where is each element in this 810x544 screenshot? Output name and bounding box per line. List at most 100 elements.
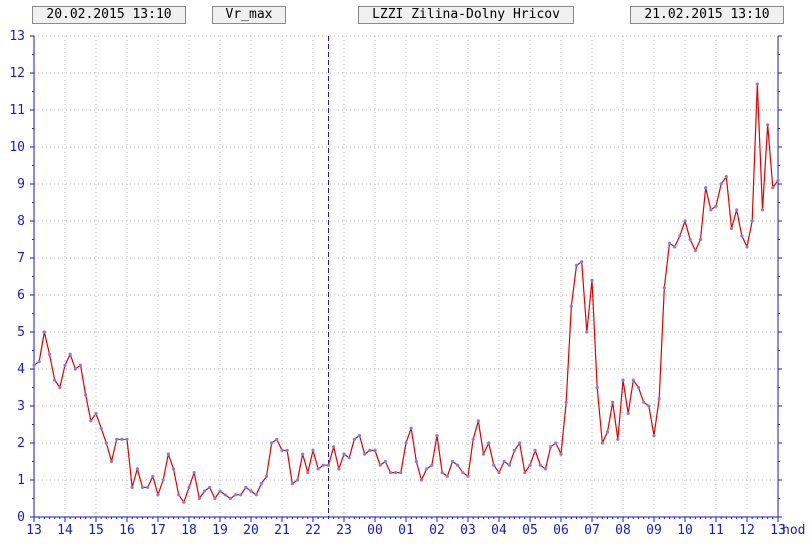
- data-point: [357, 434, 362, 438]
- data-point: [264, 474, 269, 478]
- data-point: [342, 452, 346, 456]
- data-point: [755, 82, 759, 86]
- data-point: [32, 363, 36, 367]
- data-point: [735, 208, 739, 212]
- x-tick-label: 20: [243, 523, 259, 538]
- data-point: [47, 352, 52, 356]
- data-point: [502, 459, 506, 464]
- variable-label: Vr_max: [212, 6, 286, 24]
- data-point: [430, 463, 434, 467]
- x-tick-label: 19: [212, 523, 228, 538]
- data-point: [678, 234, 682, 238]
- data-point: [177, 493, 181, 497]
- data-point: [667, 241, 672, 245]
- data-point: [316, 467, 320, 471]
- station-label: LZZI Zilina-Dolny Hricov: [358, 6, 574, 24]
- data-point: [719, 182, 723, 186]
- end-time-label: 21.02.2015 13:10: [630, 6, 784, 24]
- data-point: [414, 459, 418, 464]
- data-point: [213, 496, 217, 501]
- x-tick-label: 09: [646, 523, 662, 538]
- data-point: [626, 411, 630, 415]
- data-point: [166, 452, 170, 456]
- data-point: [724, 175, 728, 179]
- data-point: [135, 467, 139, 471]
- data-point: [585, 330, 589, 334]
- x-tick-label: 21: [274, 523, 290, 538]
- x-tick-label: 13: [770, 523, 786, 538]
- data-point: [435, 434, 439, 438]
- data-point: [456, 463, 460, 467]
- data-point: [73, 367, 77, 371]
- data-point: [569, 304, 573, 308]
- x-tick-label: 23: [336, 523, 352, 538]
- x-tick-label: 06: [553, 523, 569, 538]
- data-point: [306, 471, 310, 475]
- data-point: [404, 441, 408, 445]
- x-tick-label: 11: [708, 523, 724, 538]
- data-point: [518, 441, 522, 445]
- data-point: [729, 226, 734, 230]
- data-point: [94, 411, 98, 415]
- data-point: [53, 378, 57, 382]
- data-point: [290, 482, 294, 486]
- y-tick-label: 8: [17, 214, 25, 229]
- y-tick-label: 12: [9, 66, 25, 81]
- data-point: [574, 263, 579, 267]
- data-point: [78, 363, 83, 367]
- data-point: [481, 452, 486, 456]
- data-point: [233, 493, 238, 497]
- data-point: [249, 489, 253, 493]
- data-point: [280, 448, 284, 452]
- x-tick-label: 18: [181, 523, 197, 538]
- y-tick-label: 13: [9, 29, 25, 44]
- chart-grid: [34, 35, 778, 517]
- data-point: [611, 400, 615, 404]
- data-point: [192, 471, 196, 475]
- data-point: [714, 204, 718, 208]
- x-tick-label: 04: [491, 523, 507, 538]
- data-point: [311, 448, 315, 452]
- data-point: [673, 245, 677, 249]
- x-tick-label: 01: [398, 523, 414, 538]
- data-point: [239, 493, 243, 497]
- data-point: [187, 485, 191, 489]
- data-point: [693, 249, 697, 253]
- data-point: [109, 459, 114, 464]
- data-point: [647, 404, 651, 408]
- y-tick-label: 9: [17, 177, 25, 192]
- data-point: [37, 360, 41, 364]
- data-point: [208, 485, 212, 489]
- data-point: [425, 467, 429, 471]
- data-point: [445, 474, 449, 478]
- data-point: [378, 463, 382, 467]
- x-tick-label: 13: [26, 523, 42, 538]
- data-point: [373, 448, 377, 452]
- data-point: [683, 219, 687, 223]
- data-point: [440, 471, 444, 475]
- data-point: [161, 478, 165, 482]
- x-tick-label: 08: [615, 523, 631, 538]
- data-point: [104, 441, 108, 445]
- data-point: [740, 234, 744, 238]
- data-point: [197, 496, 201, 501]
- x-tick-label: 03: [460, 523, 476, 538]
- data-point: [388, 471, 393, 475]
- data-point: [125, 437, 129, 441]
- data-point: [254, 493, 258, 497]
- x-tick-label: 12: [739, 523, 755, 538]
- data-point: [363, 452, 367, 456]
- data-point: [285, 448, 289, 452]
- data-point: [352, 437, 356, 441]
- y-tick-label: 5: [17, 325, 25, 340]
- chart-axes: [30, 35, 782, 522]
- data-point: [512, 448, 517, 452]
- data-point: [559, 452, 563, 456]
- y-tick-label: 2: [17, 436, 25, 451]
- start-time-label: 20.02.2015 13:10: [32, 6, 186, 24]
- data-point: [771, 186, 775, 190]
- data-point: [399, 471, 403, 475]
- y-tick-label: 6: [17, 288, 25, 303]
